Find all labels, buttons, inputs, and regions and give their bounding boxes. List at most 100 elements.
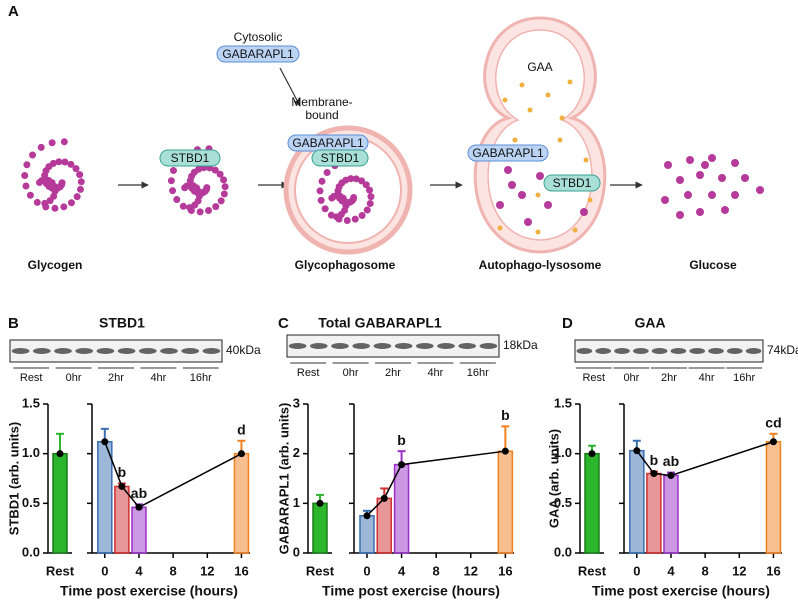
glucose-dot <box>696 171 704 179</box>
glucose-dot <box>701 161 709 169</box>
x-tick-label: 0 <box>363 563 370 578</box>
y-tick-label: 0.5 <box>22 495 40 510</box>
y-axis-title: GAA (arb. units) <box>546 429 561 528</box>
label: bound <box>305 108 338 122</box>
glycogen-dot <box>77 178 85 186</box>
glycogen-dot <box>362 181 370 189</box>
lane-label: 4hr <box>699 372 715 384</box>
glycogen-dot <box>48 139 56 147</box>
blot-size: 40kDa <box>226 343 261 357</box>
significance-letter: cd <box>765 415 781 431</box>
glucose-dot <box>676 211 684 219</box>
y-tick-label: 0.5 <box>554 495 572 510</box>
gaa-dot <box>557 137 563 143</box>
mean-point <box>316 499 324 507</box>
protein-label: STBD1 <box>553 176 592 190</box>
label: Membrane- <box>291 95 352 109</box>
rest-bar <box>584 452 600 554</box>
glycogen-dot <box>29 151 37 159</box>
blot-band <box>415 343 434 349</box>
protein-label: GABARAPL1 <box>292 136 364 150</box>
x-tick-label: 4 <box>135 563 143 578</box>
glycogen-dot <box>366 186 374 194</box>
mean-point <box>363 512 371 520</box>
rest-label: Rest <box>578 563 607 578</box>
y-tick-label: 1 <box>293 495 300 510</box>
glycogen-dot <box>51 204 59 212</box>
glycogen-dot <box>205 206 213 214</box>
x-tick-label: 8 <box>170 563 177 578</box>
panel-label: A <box>8 3 19 20</box>
significance-letter: b <box>397 432 406 448</box>
glucose-dot <box>741 174 749 182</box>
significance-letter: d <box>237 421 246 437</box>
blot-band <box>479 343 498 349</box>
y-tick-label: 2 <box>293 445 300 460</box>
glycogen-dot <box>22 182 30 190</box>
panel-label: C <box>278 315 289 332</box>
mean-point <box>237 450 245 458</box>
glucose-dot <box>686 156 694 164</box>
stage-label: Glucose <box>689 258 737 272</box>
y-tick-label: 0.0 <box>22 544 40 559</box>
glycogen-dot <box>33 198 41 206</box>
glycogen-dot <box>212 203 220 211</box>
glycogen-dot <box>60 203 68 211</box>
bar <box>663 474 679 554</box>
glycogen-dot <box>352 175 360 183</box>
blot-band <box>614 348 630 354</box>
glycogen-dot <box>323 169 331 177</box>
glycogen-dot <box>167 177 175 185</box>
protein-pill <box>543 174 601 192</box>
glycogen-dot <box>67 199 75 207</box>
blot-band <box>181 348 200 354</box>
x-tick-label: 12 <box>732 563 746 578</box>
y-tick-label: 0.0 <box>554 544 572 559</box>
protein-label: STBD1 <box>171 151 210 165</box>
blot-band <box>288 343 307 349</box>
rest-label: Rest <box>46 563 75 578</box>
glucose-dot <box>664 161 672 169</box>
mean-point <box>135 503 143 511</box>
blot-band <box>160 348 178 354</box>
glycogen-dot <box>536 172 544 180</box>
significance-letter: b <box>501 407 510 423</box>
blot-band <box>726 348 743 354</box>
bar <box>765 440 782 554</box>
blot <box>574 339 764 363</box>
y-tick-label: 0 <box>293 544 300 559</box>
glycogen-dot <box>73 193 81 201</box>
significance-letter: b <box>118 464 127 480</box>
glycogen-dot <box>496 201 504 209</box>
glycogen-dot <box>504 166 512 174</box>
glycogen-dot <box>216 170 224 178</box>
x-axis-title: Time post exercise (hours) <box>60 583 238 599</box>
mean-point <box>118 482 126 490</box>
gaa-dot <box>497 225 503 231</box>
glucose-dot <box>684 191 692 199</box>
x-tick-label: 12 <box>200 563 214 578</box>
glucose-dot <box>718 174 726 182</box>
x-tick-label: 0 <box>101 563 108 578</box>
panel-title: STBD1 <box>99 315 145 331</box>
bar <box>359 515 375 554</box>
blot-band <box>138 348 157 354</box>
glucose-dot <box>731 159 739 167</box>
gaa-dot <box>535 192 541 198</box>
lane-label: 16hr <box>733 372 755 384</box>
mean-line <box>636 441 774 477</box>
rest-bar <box>52 452 68 554</box>
glycogen-dot <box>61 158 69 166</box>
blot-band <box>651 348 668 354</box>
bar <box>114 485 130 554</box>
glycogen-dot <box>41 199 49 207</box>
bar <box>376 497 393 554</box>
stage-label: Autophago-lysosome <box>479 258 602 272</box>
x-axis-title: Time post exercise (hours) <box>322 583 500 599</box>
protein-label: STBD1 <box>321 151 360 165</box>
glucose-dot <box>731 191 739 199</box>
mean-line <box>366 450 506 517</box>
panel-label: B <box>8 315 19 332</box>
protein-pill <box>311 149 369 167</box>
bar <box>629 449 645 554</box>
